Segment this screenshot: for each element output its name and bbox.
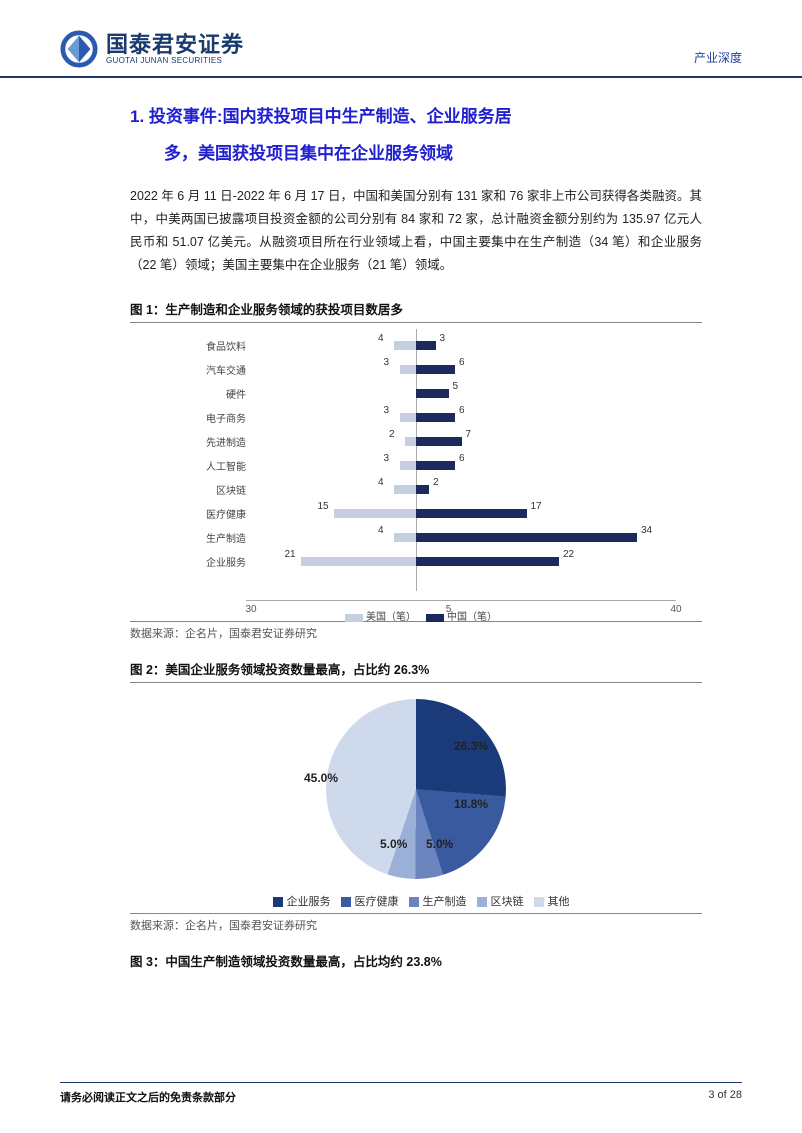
page-footer: 请务必阅读正文之后的免责条款部分 3 of 28 [60, 1082, 742, 1105]
bar-category-label: 医疗健康 [206, 506, 246, 521]
bar-us [394, 533, 416, 542]
bar-category-label: 先进制造 [206, 434, 246, 449]
bar-us-value: 15 [318, 501, 329, 512]
bar-cn [416, 413, 455, 422]
figure-1-source: 数据来源：企名片，国泰君安证券研究 [130, 621, 702, 655]
figure-2-chart: 26.3% 18.8% 5.0% 5.0% 45.0% 企业服务 医疗健康 生产制造 区块链 其… [156, 689, 676, 913]
pie-legend-item: 区块链 [491, 896, 524, 908]
pie-slice-label: 18.8% [454, 797, 488, 811]
bar-category-label: 硬件 [226, 386, 246, 401]
body-paragraph: 2022 年 6 月 11 日-2022 年 6 月 17 日，中国和美国分别有… [130, 185, 702, 278]
bar-category-label: 企业服务 [206, 554, 246, 569]
figure-1-caption: 图 1：生产制造和企业服务领域的获投项目数居多 [130, 295, 702, 323]
bar-cn [416, 533, 637, 542]
bar-cn-value: 3 [440, 333, 446, 344]
bar-cn-value: 34 [641, 525, 652, 536]
bar-us-value: 2 [389, 429, 395, 440]
bar-us-value: 3 [384, 357, 390, 368]
company-logo-block: 国泰君安证券 GUOTAI JUNAN SECURITIES [60, 30, 244, 68]
bar-us [405, 437, 416, 446]
bar-cn [416, 389, 449, 398]
bar-us-value: 4 [378, 333, 384, 344]
bar-category-label: 生产制造 [206, 530, 246, 545]
bar-category-label: 食品饮料 [206, 338, 246, 353]
page-content: 1. 投资事件:国内获投项目中生产制造、企业服务居 多，美国获投项目集中在企业服… [0, 78, 802, 974]
pie-chart: 26.3%18.8%5.0%5.0%45.0% [326, 699, 506, 879]
section-title-line2: 多，美国获投项目集中在企业服务领域 [130, 135, 702, 172]
page-header: 国泰君安证券 GUOTAI JUNAN SECURITIES 产业深度 [0, 0, 802, 78]
bar-cn [416, 485, 429, 494]
bar-cn-value: 5 [453, 381, 459, 392]
bar-legend: 美国（笔）中国（笔） [156, 608, 676, 623]
pie-legend-item: 医疗健康 [355, 896, 399, 908]
bar-us-value: 4 [378, 525, 384, 536]
bar-cn [416, 437, 462, 446]
bar-cn-value: 7 [466, 429, 472, 440]
pie-slice-label: 26.3% [454, 739, 488, 753]
document-type-label: 产业深度 [694, 49, 742, 68]
pie-legend: 企业服务 医疗健康 生产制造 区块链 其他 [156, 893, 676, 909]
company-logo-icon [60, 30, 98, 68]
bar-cn [416, 461, 455, 470]
bar-cn-value: 22 [563, 549, 574, 560]
bar-cn [416, 341, 436, 350]
bar-us [400, 461, 417, 470]
bar-us-value: 3 [384, 453, 390, 464]
company-logo-text: 国泰君安证券 GUOTAI JUNAN SECURITIES [106, 33, 244, 66]
bar-us [334, 509, 417, 518]
bar-cn-value: 6 [459, 357, 465, 368]
bar-cn [416, 365, 455, 374]
figure-2-source: 数据来源：企名片，国泰君安证券研究 [130, 913, 702, 947]
bar-category-label: 区块链 [216, 482, 246, 497]
bar-cn-value: 2 [433, 477, 439, 488]
bar-us-value: 3 [384, 405, 390, 416]
bar-cn [416, 557, 559, 566]
page-number: 3 of 28 [708, 1089, 742, 1105]
pie-legend-item: 生产制造 [423, 896, 467, 908]
bar-us-value: 4 [378, 477, 384, 488]
bar-category-label: 人工智能 [206, 458, 246, 473]
section-number: 1. [130, 107, 144, 126]
bar-us [400, 413, 417, 422]
pie-slice-label: 5.0% [426, 837, 453, 851]
bar-cn [416, 509, 527, 518]
pie-legend-item: 其他 [548, 896, 570, 908]
bar-us-value: 21 [285, 549, 296, 560]
bar-cn-value: 6 [459, 405, 465, 416]
bar-category-label: 电子商务 [206, 410, 246, 425]
section-title-line1: 投资事件:国内获投项目中生产制造、企业服务居 [149, 107, 512, 126]
bar-us [394, 341, 416, 350]
bar-cn-value: 17 [531, 501, 542, 512]
footer-disclaimer: 请务必阅读正文之后的免责条款部分 [60, 1089, 236, 1105]
section-heading: 1. 投资事件:国内获投项目中生产制造、企业服务居 多，美国获投项目集中在企业服… [130, 98, 702, 173]
pie-slice-label: 45.0% [304, 771, 338, 785]
figure-1-chart: 食品饮料 4 3 汽车交通 3 6 硬件 5 电子商务 3 6 先进制造 2 7 人工智能 3 6 区块链 4 2 医疗… [130, 329, 702, 619]
bar-category-label: 汽车交通 [206, 362, 246, 377]
figure-2-caption: 图 2：美国企业服务领域投资数量最高，占比约 26.3% [130, 655, 702, 683]
bar-us [301, 557, 417, 566]
pie-slice-label: 5.0% [380, 837, 407, 851]
company-name-en: GUOTAI JUNAN SECURITIES [106, 57, 244, 66]
diverging-bar-chart: 食品饮料 4 3 汽车交通 3 6 硬件 5 电子商务 3 6 先进制造 2 7 人工智能 3 6 区块链 4 2 医疗… [156, 329, 676, 619]
bar-us [400, 365, 417, 374]
bar-us [394, 485, 416, 494]
figure-3-caption: 图 3：中国生产制造领域投资数量最高，占比均约 23.8% [130, 947, 702, 974]
company-name-cn: 国泰君安证券 [106, 33, 244, 57]
bar-cn-value: 6 [459, 453, 465, 464]
pie-legend-item: 企业服务 [287, 896, 331, 908]
